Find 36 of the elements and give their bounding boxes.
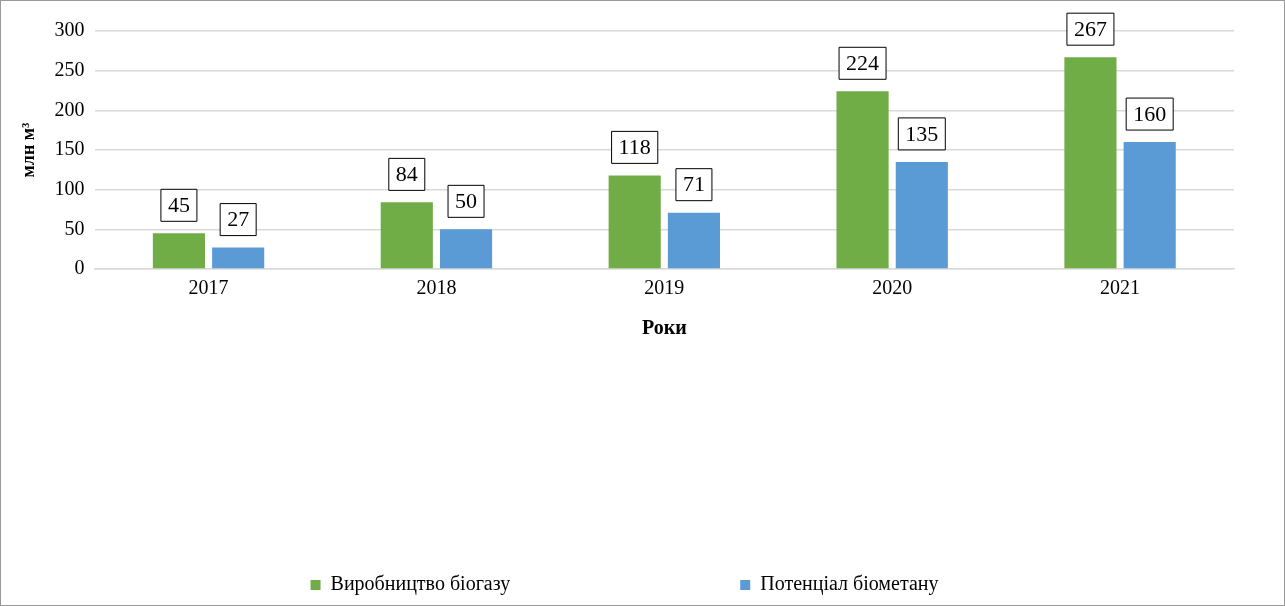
x-tick-label: 2021: [1100, 276, 1141, 299]
bar: [212, 247, 265, 269]
y-tick-label: 100: [54, 176, 85, 199]
y-tick-label: 150: [54, 137, 85, 160]
bar: [836, 91, 889, 269]
data-label: 160: [1133, 100, 1167, 126]
data-label: 135: [905, 120, 939, 146]
x-axis-title: Роки: [641, 316, 687, 339]
y-tick-label: 300: [54, 18, 85, 41]
data-label: 224: [846, 50, 880, 76]
x-tick-label: 2020: [872, 276, 913, 299]
y-tick-label: 200: [54, 97, 85, 120]
data-label: 118: [618, 134, 651, 160]
x-tick-label: 2018: [416, 276, 457, 299]
bar: [1123, 142, 1176, 269]
y-tick-label: 250: [54, 57, 85, 80]
data-label: 45: [167, 192, 190, 218]
data-label: 50: [455, 188, 478, 214]
data-label: 27: [227, 206, 250, 232]
bar: [608, 175, 661, 269]
y-tick-label: 0: [74, 256, 85, 279]
x-tick-label: 2017: [188, 276, 229, 299]
y-tick-label: 50: [64, 216, 85, 239]
data-label: 267: [1073, 15, 1107, 41]
bar: [667, 212, 720, 269]
legend-label: Потенціал біометану: [760, 572, 939, 596]
bar: [439, 229, 493, 269]
y-axis-title: млн м³: [18, 121, 39, 178]
bar: [1064, 57, 1117, 269]
bar: [380, 202, 433, 269]
data-label: 84: [395, 161, 418, 187]
bar: [152, 233, 205, 269]
x-tick-label: 2019: [644, 276, 685, 299]
data-label: 71: [682, 171, 705, 197]
legend-label: Виробництво біогазу: [330, 572, 511, 596]
bar: [895, 161, 948, 269]
